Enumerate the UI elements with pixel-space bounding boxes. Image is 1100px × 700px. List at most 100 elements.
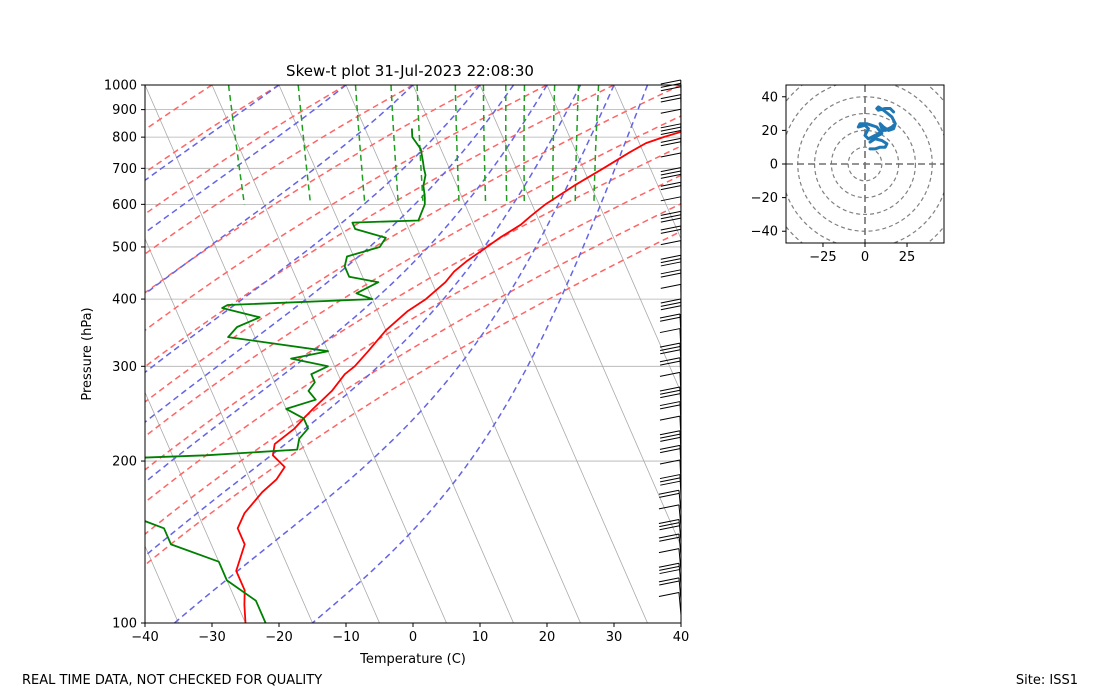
wind-barb-flag <box>660 130 681 136</box>
wind-barb-flag <box>660 269 681 275</box>
isotherm--90 <box>0 85 45 623</box>
wind-barb-flag <box>659 328 681 334</box>
wind-barb <box>659 401 682 426</box>
y-tick-label: 400 <box>112 293 137 308</box>
wind-barb-flag <box>660 433 681 439</box>
wind-barb-flag <box>659 386 681 392</box>
wind-barb-flag <box>660 480 681 486</box>
mixing-ratio-line <box>551 85 556 205</box>
wind-barb-flag <box>659 430 681 436</box>
isotherm--30 <box>211 85 447 623</box>
hodograph-y-tick-label: 40 <box>761 90 778 105</box>
dry-adiabat <box>145 230 681 566</box>
wind-barbs <box>658 79 682 616</box>
wind-barb-flag <box>658 591 680 597</box>
wind-barb-flag <box>660 170 681 176</box>
wind-barb-flag <box>660 210 681 216</box>
dry-adiabat <box>145 145 681 471</box>
mixing-ratio-line <box>523 85 526 205</box>
wind-barb-flag <box>660 254 681 260</box>
wind-barb-flag <box>659 580 680 586</box>
wind-barb-flag <box>659 536 680 542</box>
wind-barb-flag <box>660 196 681 202</box>
y-tick-label: 500 <box>112 240 137 255</box>
isotherm-10 <box>479 85 681 548</box>
wind-barb-flag <box>659 371 681 377</box>
wind-barb-flag <box>660 316 681 322</box>
wind-barb <box>658 577 682 601</box>
moist-adiabat <box>145 85 280 182</box>
dry-adiabat <box>145 85 280 174</box>
x-axis-ticks: −40 −30 −20 −10 0 10 20 30 40 <box>131 623 689 645</box>
isotherm--20 <box>278 85 514 623</box>
x-tick-label: −30 <box>198 630 225 645</box>
wind-barb-flag <box>660 167 681 173</box>
mixing-ratio-line <box>390 85 400 205</box>
moist-adiabat <box>145 85 515 424</box>
moist-adiabat <box>145 85 582 557</box>
moist-adiabat <box>311 85 649 623</box>
y-tick-label: 1000 <box>104 79 137 94</box>
mixing-ratio-line <box>354 85 366 205</box>
site-label: Site: ISS1 <box>1015 673 1078 688</box>
moist-adiabat <box>145 85 481 374</box>
quality-note: REAL TIME DATA, NOT CHECKED FOR QUALITY <box>22 673 323 688</box>
x-tick-label: 10 <box>472 630 489 645</box>
dewpoint-profile <box>145 128 427 623</box>
y-tick-label: 300 <box>112 360 137 375</box>
dry-adiabat <box>145 85 615 368</box>
wind-barb-flag <box>660 108 681 114</box>
wind-barb-flag <box>659 522 680 528</box>
wind-barb-flag <box>658 518 680 524</box>
hodograph-y-tick-label: −20 <box>751 191 778 206</box>
isotherm-0 <box>412 85 648 623</box>
wind-barb-flag <box>659 313 681 319</box>
wind-barb-flag <box>660 258 681 264</box>
mixing-ratio-line <box>593 85 600 205</box>
mixing-ratio-line <box>454 85 460 205</box>
wind-barb-flag <box>659 492 680 498</box>
wind-barb <box>660 225 682 251</box>
hodograph-y-tick-label: 20 <box>761 124 778 139</box>
x-axis-label: Temperature (C) <box>359 652 466 667</box>
wind-barb-flag <box>658 577 680 583</box>
y-tick-label: 700 <box>112 162 137 177</box>
isotherm--40 <box>145 85 380 623</box>
wind-barb-flag <box>660 217 681 223</box>
wind-barb-flag <box>660 123 681 129</box>
dry-adiabat <box>145 115 681 438</box>
wind-barb-flag <box>660 301 681 307</box>
x-tick-label: 30 <box>606 630 623 645</box>
wind-barb <box>660 137 682 163</box>
hodograph-x-tick-label: 0 <box>861 250 869 265</box>
mixing-ratio-line <box>416 85 424 205</box>
wind-barb-flag <box>659 525 680 531</box>
skewt-plot-area <box>0 85 681 623</box>
wind-barb-flag <box>658 533 680 539</box>
temperature-profile <box>235 130 681 623</box>
x-tick-label: −20 <box>265 630 292 645</box>
wind-barb-flag <box>660 345 681 351</box>
moist-adiabat <box>145 85 548 484</box>
wind-barb-flag <box>660 181 681 187</box>
dry-adiabat <box>145 202 681 536</box>
wind-barb-flag <box>660 404 681 410</box>
wind-barb <box>658 489 682 513</box>
isotherm--60 <box>145 391 246 623</box>
range-ring <box>813 112 917 216</box>
wind-barb-flag <box>660 152 681 158</box>
wind-barb-flag <box>660 360 681 366</box>
x-tick-label: −10 <box>332 630 359 645</box>
wind-barb <box>660 94 682 119</box>
hodograph-y-tick-label: −40 <box>751 225 778 240</box>
wind-barb-flag <box>660 298 681 304</box>
isotherm--50 <box>145 237 313 623</box>
wind-barb-flag <box>660 393 681 399</box>
wind-barb-flag <box>660 448 681 454</box>
y-tick-label: 600 <box>112 198 137 213</box>
wind-barb <box>658 591 682 616</box>
hodograph-trace <box>856 105 897 151</box>
wind-barb-flag <box>659 357 681 363</box>
mixing-ratio-line <box>297 85 312 205</box>
wind-barb <box>660 181 682 207</box>
